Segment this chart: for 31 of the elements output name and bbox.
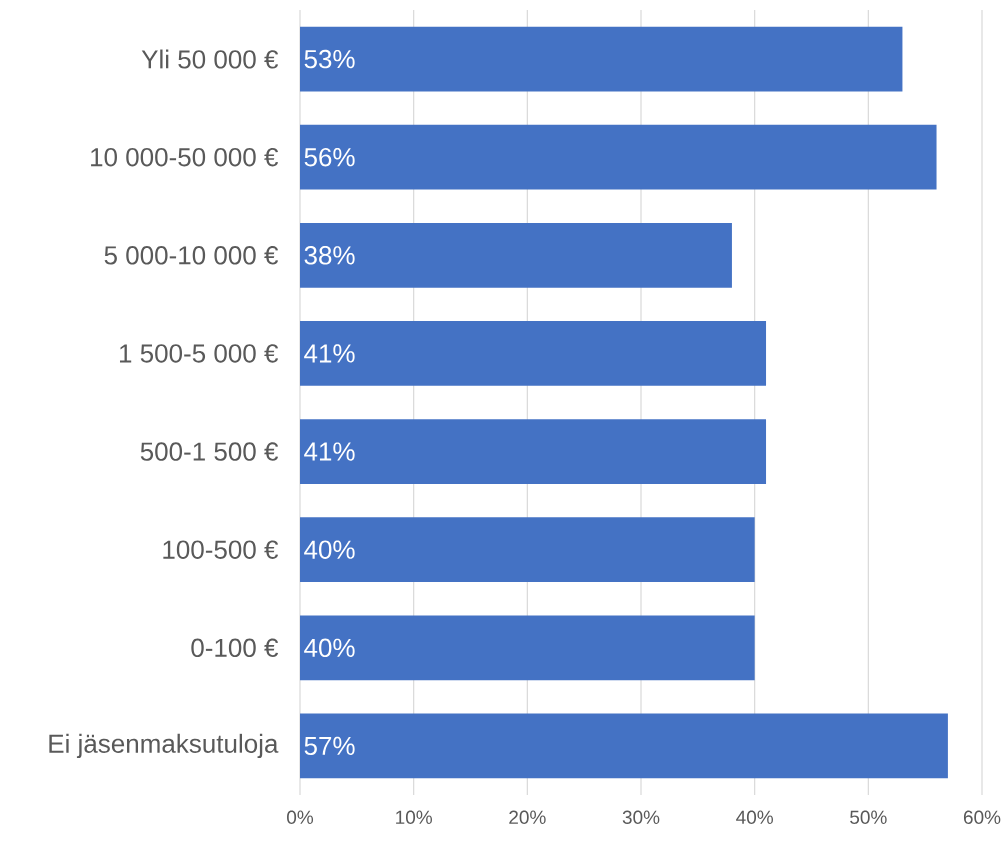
x-tick-label: 40%	[736, 810, 773, 824]
y-tick-label: 500-1 500 €	[140, 442, 279, 461]
x-tick-label: 50%	[850, 810, 887, 824]
data-label: 40%	[304, 540, 355, 559]
bar	[300, 713, 948, 779]
y-tick-label: Yli 50 000 €	[141, 49, 279, 69]
y-tick-label: 0-100 €	[191, 638, 279, 658]
data-label: 38%	[304, 246, 355, 265]
bar	[300, 615, 755, 681]
bar	[300, 222, 732, 288]
x-tick-label: 10%	[396, 810, 432, 824]
y-tick-label: 100-500 €	[163, 540, 279, 559]
bar	[300, 321, 767, 386]
bar	[300, 124, 937, 190]
bar	[300, 419, 767, 484]
x-tick-label: 20%	[509, 810, 546, 824]
y-tick-label: 5 000-10 000 €	[104, 246, 279, 265]
bar	[300, 517, 755, 583]
x-tick-label: 30%	[622, 810, 660, 824]
bar	[300, 26, 903, 92]
data-label: 56%	[304, 147, 355, 167]
data-label: 41%	[304, 344, 355, 363]
y-tick-label: 1 500-5 000 €	[119, 344, 279, 363]
data-label: 40%	[304, 638, 355, 658]
data-label: 41%	[304, 442, 355, 461]
x-tick-label: 0%	[287, 810, 314, 824]
y-tick-label: Ei jäsenmaksutuloja	[49, 733, 279, 759]
x-tick-label: 60%	[963, 810, 1001, 824]
y-tick-label: 10 000-50 000 €	[91, 147, 279, 167]
data-label: 57%	[304, 736, 355, 756]
data-label: 53%	[304, 49, 355, 69]
